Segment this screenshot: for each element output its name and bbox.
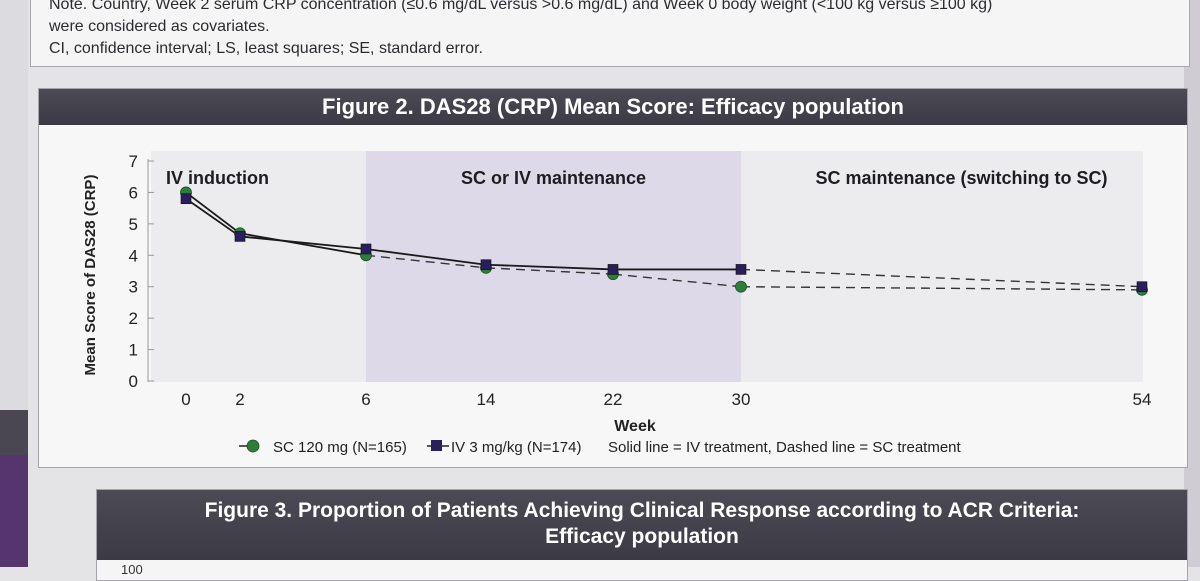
series-0-segment	[365, 254, 487, 269]
legend-marker-iv	[431, 440, 442, 451]
series-0-segment	[485, 267, 614, 275]
y-tick-label: 5	[129, 215, 138, 234]
series-1-marker	[607, 264, 619, 275]
x-axis-label: Week	[614, 418, 656, 435]
figure-3-y-tick: 100	[121, 562, 143, 577]
x-tick-label: 0	[181, 390, 190, 409]
legend-marker-sc	[246, 439, 260, 453]
series-1-segment	[365, 248, 487, 266]
series-1-marker	[360, 243, 372, 255]
region-label-0: IV induction	[166, 168, 269, 188]
region-label-1: SC or IV maintenance	[461, 168, 646, 188]
footnote-line-2: were considered as covariates.	[49, 18, 270, 35]
figure-3-title-line-2: Efficacy population	[545, 525, 739, 548]
series-0-segment	[612, 273, 742, 288]
series-1-marker	[735, 264, 747, 275]
series-1-segment	[740, 268, 1143, 288]
das28-line-chart: IV induction SC or IV maintenance SC maint…	[82, 151, 1152, 456]
x-tick-label: 54	[1133, 390, 1152, 409]
figure-3-title: Figure 3. Proportion of Patients Achievi…	[97, 490, 1187, 560]
table-footnote-panel: Note. Country, Week 2 serum CRP concentr…	[30, 0, 1190, 67]
x-tick-label: 6	[361, 390, 370, 409]
x-tick-label: 14	[477, 390, 496, 409]
footnote-line-3: CI, confidence interval; LS, least squar…	[49, 40, 483, 57]
series-1-marker	[1136, 281, 1148, 293]
series-0-segment	[740, 286, 1143, 291]
y-tick-label: 2	[129, 309, 138, 328]
series-0-marker	[735, 280, 747, 293]
region-label-2: SC maintenance (switching to SC)	[815, 168, 1107, 188]
x-tick-label: 30	[732, 390, 751, 409]
dark-band	[0, 410, 28, 455]
series-1-segment	[185, 197, 241, 238]
figure-2-panel: Figure 2. DAS28 (CRP) Mean Score: Effica…	[38, 88, 1188, 468]
series-1-segment	[239, 235, 367, 250]
series-1-segment	[485, 263, 614, 271]
x-tick-label: 2	[235, 390, 244, 409]
y-tick-label: 7	[129, 152, 138, 171]
x-tick-label: 22	[604, 390, 623, 409]
footnote-line-1: Note. Country, Week 2 serum CRP concentr…	[49, 0, 993, 13]
figure-2-title: Figure 2. DAS28 (CRP) Mean Score: Effica…	[39, 89, 1187, 125]
legend-note: Solid line = IV treatment, Dashed line =…	[608, 439, 962, 456]
series-0-segment	[239, 232, 367, 257]
right-background-strip	[1184, 0, 1200, 567]
left-background-strip	[0, 0, 28, 567]
series-1-marker	[234, 231, 246, 242]
series-1-marker	[180, 193, 192, 205]
y-tick-label: 4	[129, 246, 138, 265]
figure-3-panel: Figure 3. Proportion of Patients Achievi…	[96, 489, 1188, 581]
y-tick-label: 6	[129, 183, 138, 202]
y-tick-label: 3	[129, 278, 138, 297]
series-0-segment	[185, 191, 241, 235]
purple-band	[0, 455, 28, 567]
legend-label-iv: IV 3 mg/kg (N=174)	[451, 439, 581, 456]
figure-3-title-line-1: Figure 3. Proportion of Patients Achievi…	[204, 499, 1080, 522]
y-tick-label: 0	[129, 372, 138, 391]
y-tick-label: 1	[129, 341, 138, 360]
y-axis-label: Mean Score of DAS28 (CRP)	[82, 175, 99, 376]
series-1-marker	[480, 259, 492, 271]
legend-label-sc: SC 120 mg (N=165)	[273, 439, 407, 456]
